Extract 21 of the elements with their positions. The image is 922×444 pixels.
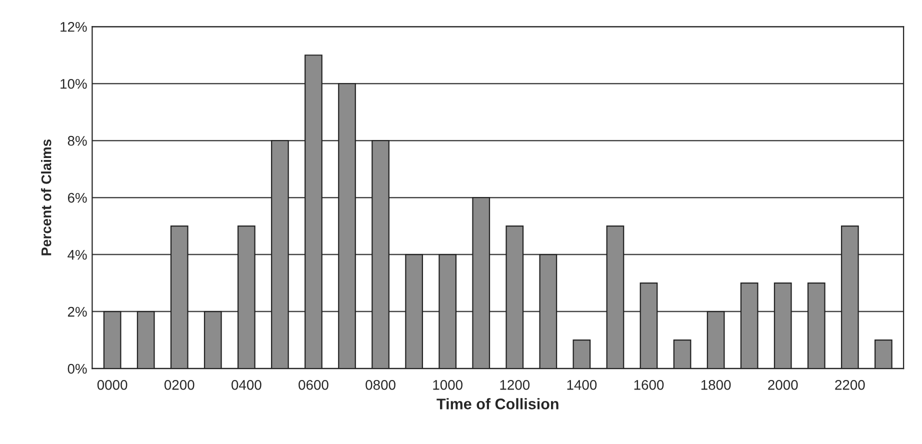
y-tick-label: 8% xyxy=(68,136,87,146)
x-tick-label: 0800 xyxy=(366,380,396,390)
x-tick-label: 1600 xyxy=(634,380,664,390)
x-tick-label: 1400 xyxy=(567,380,597,390)
x-tick-label: 0000 xyxy=(97,380,128,390)
y-tick-label: 10% xyxy=(60,78,87,89)
y-tick-label: 12% xyxy=(60,22,87,32)
x-tick-label: 1200 xyxy=(500,380,530,390)
x-axis-title: Time of Collision xyxy=(436,398,558,410)
x-tick-label: 0200 xyxy=(164,380,194,390)
x-tick-label: 1800 xyxy=(701,380,731,390)
x-tick-label: 2000 xyxy=(768,380,798,390)
x-tick-label: 0600 xyxy=(298,380,328,390)
y-axis-title: Percent of Claims xyxy=(41,139,52,256)
y-tick-label: 0% xyxy=(68,364,87,374)
y-tick-label: 2% xyxy=(68,306,87,317)
y-tick-label: 4% xyxy=(68,250,87,260)
x-tick-label: 2200 xyxy=(835,380,865,390)
x-tick-label: 1000 xyxy=(433,380,462,390)
y-tick-label: 6% xyxy=(68,192,87,203)
x-tick-label: 0400 xyxy=(232,380,262,390)
